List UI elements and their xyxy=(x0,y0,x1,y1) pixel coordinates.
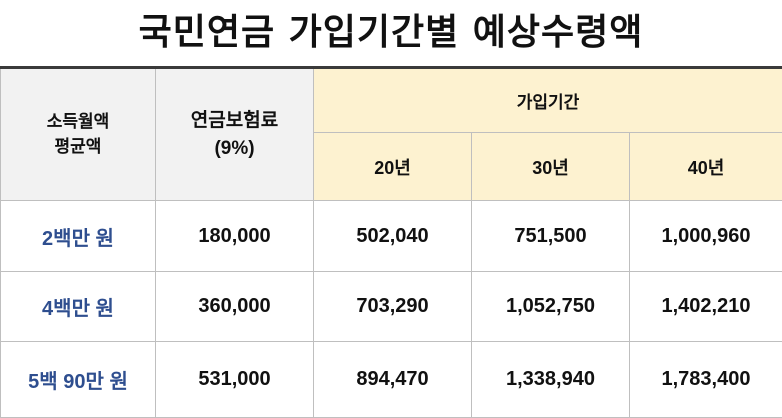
income-cell: 5백 90만 원 xyxy=(1,342,156,418)
period-30-header: 30년 xyxy=(472,133,630,201)
income-header-line1: 소득월액 xyxy=(1,110,155,135)
table-row: 2백만 원 180,000 502,040 751,500 1,000,960 xyxy=(1,201,782,272)
table-row: 4백만 원 360,000 703,290 1,052,750 1,402,21… xyxy=(1,272,782,342)
table-row: 5백 90만 원 531,000 894,470 1,338,940 1,783… xyxy=(1,342,782,418)
premium-header: 연금보험료 (9%) xyxy=(156,68,314,201)
page-title: 국민연금 가입기간별 예상수령액 xyxy=(0,0,782,58)
amount-30-cell: 751,500 xyxy=(472,201,630,272)
amount-30-cell: 1,338,940 xyxy=(472,342,630,418)
period-header: 가입기간 xyxy=(314,68,782,133)
amount-40-cell: 1,783,400 xyxy=(630,342,782,418)
income-cell: 4백만 원 xyxy=(1,272,156,342)
premium-header-line2: (9%) xyxy=(156,135,313,163)
income-header-line2: 평균액 xyxy=(1,135,155,160)
amount-40-cell: 1,000,960 xyxy=(630,201,782,272)
period-40-header: 40년 xyxy=(630,133,782,201)
premium-header-line1: 연금보험료 xyxy=(156,107,313,135)
amount-20-cell: 894,470 xyxy=(314,342,472,418)
amount-20-cell: 502,040 xyxy=(314,201,472,272)
amount-30-cell: 1,052,750 xyxy=(472,272,630,342)
pension-table: 소득월액 평균액 연금보험료 (9%) 가입기간 20년 30년 40년 2백만… xyxy=(0,66,782,418)
amount-40-cell: 1,402,210 xyxy=(630,272,782,342)
premium-cell: 360,000 xyxy=(156,272,314,342)
premium-cell: 180,000 xyxy=(156,201,314,272)
period-20-header: 20년 xyxy=(314,133,472,201)
premium-cell: 531,000 xyxy=(156,342,314,418)
header-row-1: 소득월액 평균액 연금보험료 (9%) 가입기간 xyxy=(1,68,782,133)
income-header: 소득월액 평균액 xyxy=(1,68,156,201)
amount-20-cell: 703,290 xyxy=(314,272,472,342)
income-cell: 2백만 원 xyxy=(1,201,156,272)
